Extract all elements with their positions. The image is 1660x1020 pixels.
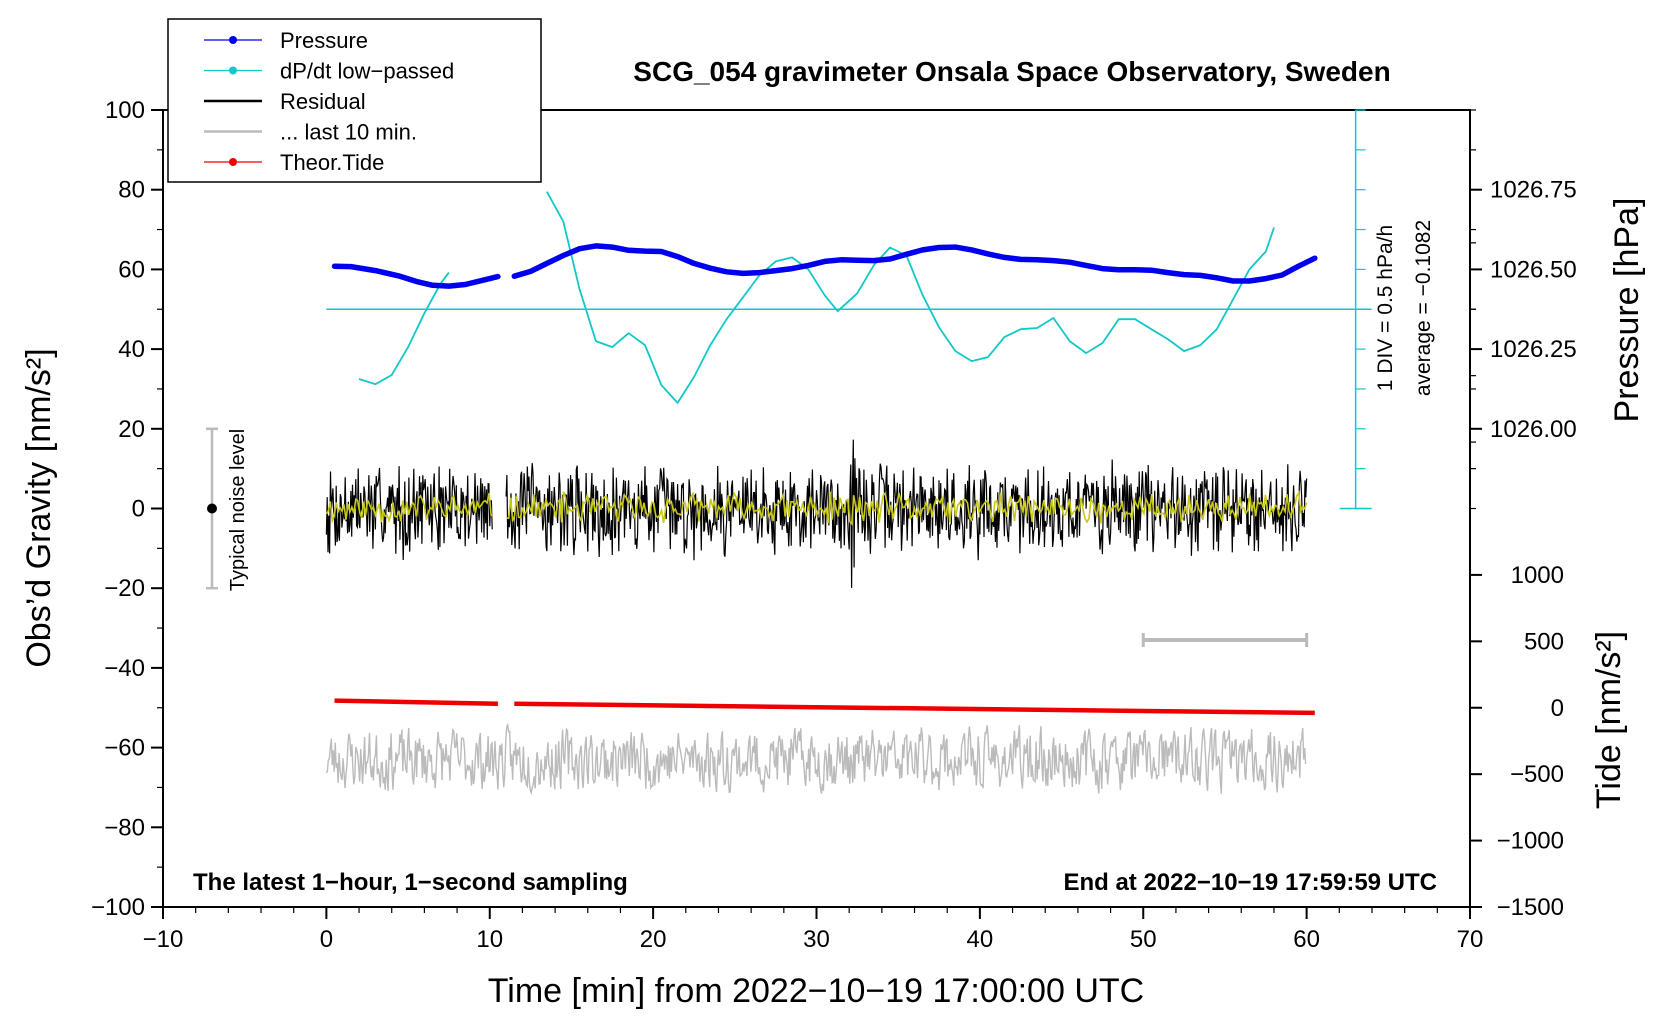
legend-label: ... last 10 min.	[280, 120, 417, 145]
pressure-tick-label: 1026.50	[1490, 256, 1577, 283]
x-tick-label: 30	[803, 926, 830, 953]
x-tick-label: 70	[1457, 926, 1484, 953]
y-tick-label: 20	[118, 416, 145, 443]
last10-series-line	[325, 722, 1307, 796]
y-tick-label: 60	[118, 256, 145, 283]
axes-ticks: −10 0 10 20 30 40 50 60 70−100−80−60−40−20020406…	[91, 97, 1577, 953]
div-scale-label: 1 DIV = 0.5 hPa/h	[1374, 225, 1397, 391]
y-axis-title-pressure: Pressure [hPa]	[1608, 198, 1646, 423]
y-tick-label: 0	[132, 496, 145, 523]
pressure-series-line	[331, 263, 501, 289]
legend-entries: Pressure dP/dt low−passed Residual ... last…	[204, 28, 454, 175]
pressure-tick-label: 1026.25	[1490, 336, 1577, 363]
legend-label: dP/dt low−passed	[280, 59, 454, 84]
plot-frame	[162, 109, 1471, 908]
sampling-note: The latest 1−hour, 1−second sampling	[193, 869, 628, 896]
residual-smoothed-series-line	[506, 490, 1308, 526]
y-tick-label: −60	[104, 735, 145, 762]
x-tick-label: −10	[143, 926, 184, 953]
x-tick-label: 10	[476, 926, 503, 953]
chart-title: SCG_054 gravimeter Onsala Space Observat…	[633, 56, 1390, 87]
legend-label: Pressure	[280, 28, 368, 53]
end-time-note: End at 2022−10−19 17:59:59 UTC	[1063, 869, 1437, 896]
tide-tick-label: 0	[1551, 695, 1564, 722]
dpdt-series-line	[546, 191, 1275, 404]
average-label: average = −0.1082	[1412, 220, 1435, 396]
legend: Pressure dP/dt low−passed Residual ... last…	[167, 18, 542, 183]
x-tick-label: 60	[1293, 926, 1320, 953]
tide-tick-label: 1000	[1511, 562, 1564, 589]
y-tick-label: 40	[118, 336, 145, 363]
residual-smoothed-series-line	[325, 492, 494, 524]
tide-tick-label: −1500	[1497, 894, 1564, 921]
y-axis-title-left: Obs’d Gravity [nm/s²]	[20, 348, 58, 667]
y-tick-label: −100	[91, 894, 145, 921]
legend-marker	[229, 158, 237, 166]
x-tick-label: 0	[320, 926, 333, 953]
data-series	[325, 191, 1318, 796]
legend-marker	[229, 66, 237, 75]
legend-label: Residual	[280, 89, 366, 114]
residual-series-line	[505, 439, 1308, 588]
tide-tick-label: 500	[1524, 628, 1564, 655]
x-axis-title: Time [min] from 2022−10−19 17:00:00 UTC	[488, 972, 1144, 1010]
pressure-series-line	[511, 243, 1318, 284]
legend-marker	[229, 36, 237, 44]
x-tick-label: 40	[967, 926, 994, 953]
pressure-tick-label: 1026.00	[1490, 416, 1577, 443]
annotations	[206, 109, 1372, 648]
y-axis-title-tide: Tide [nm/s²]	[1590, 631, 1628, 809]
legend-label: Theor.Tide	[280, 150, 384, 175]
y-tick-label: −40	[104, 655, 145, 682]
x-tick-label: 20	[640, 926, 667, 953]
tide-series-line	[514, 701, 1315, 716]
y-tick-label: 100	[105, 97, 145, 124]
tide-tick-label: −500	[1510, 761, 1564, 788]
tide-series-line	[334, 698, 498, 707]
tide-tick-label: −1000	[1497, 828, 1564, 855]
pressure-tick-label: 1026.75	[1490, 177, 1577, 204]
x-tick-label: 50	[1130, 926, 1157, 953]
noise-level-label: Typical noise level	[227, 429, 249, 591]
y-tick-label: −20	[104, 575, 145, 602]
noise-bar-center	[207, 503, 218, 514]
y-tick-label: −80	[104, 814, 145, 841]
y-tick-label: 80	[118, 177, 145, 204]
